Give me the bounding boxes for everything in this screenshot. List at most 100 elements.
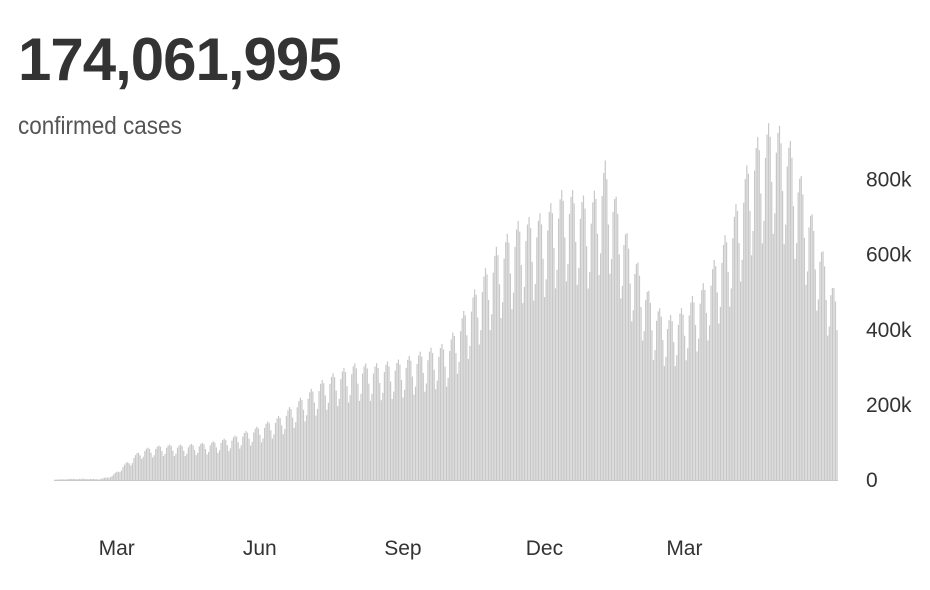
daily-bar: [58, 479, 60, 481]
daily-bar: [130, 465, 132, 480]
daily-bar: [464, 315, 466, 480]
daily-bar: [668, 320, 670, 480]
daily-bar: [562, 200, 564, 480]
daily-bar: [57, 479, 59, 481]
daily-bar: [413, 394, 415, 480]
daily-bar: [344, 372, 347, 480]
daily-bar: [265, 423, 267, 480]
daily-bar: [442, 349, 445, 480]
daily-bar: [136, 453, 138, 480]
daily-bar: [138, 452, 140, 480]
daily-bar: [145, 448, 147, 480]
daily-bar: [369, 400, 371, 480]
daily-bar: [659, 308, 661, 480]
daily-bar: [124, 464, 126, 480]
daily-bar: [254, 428, 256, 480]
daily-bar: [693, 302, 695, 480]
daily-bar: [547, 230, 549, 480]
daily-bar: [355, 368, 357, 480]
daily-bar: [617, 213, 619, 480]
daily-bar: [302, 409, 305, 480]
daily-bar: [819, 261, 821, 480]
daily-bar: [206, 454, 208, 480]
daily-bar: [327, 402, 329, 480]
daily-bar: [88, 479, 90, 480]
daily-bar: [167, 445, 169, 480]
daily-bar: [774, 213, 776, 480]
daily-bar: [360, 393, 362, 480]
daily-bar: [660, 316, 662, 480]
daily-bar: [74, 479, 76, 480]
daily-bar: [131, 463, 133, 480]
confirmed-cases-label: confirmed cases: [18, 112, 182, 140]
daily-bar: [106, 477, 109, 480]
daily-bar: [142, 456, 144, 480]
daily-bar: [260, 442, 263, 480]
daily-bar: [234, 435, 236, 480]
daily-bar: [797, 192, 799, 480]
x-tick-label: Dec: [526, 537, 563, 560]
daily-bar: [638, 275, 641, 480]
daily-bar: [215, 447, 217, 480]
daily-bar: [634, 273, 636, 480]
daily-bar: [262, 438, 264, 480]
daily-bar: [446, 386, 448, 480]
daily-bar: [704, 289, 706, 480]
daily-bar: [746, 165, 748, 480]
x-axis-ticks: Mar Jun Sep Dec Mar: [99, 537, 703, 560]
daily-bar: [186, 453, 188, 480]
daily-bar: [593, 190, 595, 480]
daily-bar: [285, 415, 287, 480]
daily-bar: [264, 427, 266, 480]
daily-bar: [411, 376, 413, 480]
daily-bar: [220, 442, 222, 480]
daily-bar: [576, 284, 578, 480]
daily-bar: [318, 390, 320, 480]
daily-bar: [386, 361, 389, 480]
daily-bar: [148, 448, 151, 480]
daily-bar: [337, 406, 339, 480]
y-tick-label: 400k: [866, 319, 912, 342]
daily-bar: [817, 299, 819, 480]
daily-bar: [200, 443, 202, 480]
daily-bar: [768, 123, 770, 480]
daily-bar: [147, 447, 149, 480]
daily-bar: [657, 311, 659, 480]
daily-bar: [463, 310, 465, 480]
daily-bar: [461, 318, 463, 480]
daily-bar: [366, 368, 368, 480]
daily-bar: [85, 478, 87, 480]
daily-bar: [601, 196, 603, 480]
daily-bar: [567, 264, 569, 480]
daily-bar: [534, 284, 536, 480]
daily-bar: [539, 213, 541, 480]
daily-bar: [380, 400, 382, 480]
daily-bar: [824, 266, 826, 480]
daily-bar: [372, 373, 375, 480]
daily-bar: [757, 137, 759, 480]
daily-bar: [299, 397, 301, 480]
daily-bar: [772, 233, 774, 480]
daily-bar: [194, 449, 196, 480]
daily-bar: [551, 213, 553, 480]
daily-bar: [584, 208, 586, 480]
daily-bar: [666, 328, 669, 480]
daily-bar: [119, 472, 121, 480]
daily-bar: [735, 204, 737, 480]
y-tick-label: 200k: [866, 394, 912, 417]
daily-bar: [358, 400, 361, 480]
daily-bar: [237, 442, 239, 480]
daily-bar: [604, 160, 606, 480]
daily-bar: [820, 252, 823, 480]
daily-bar: [586, 246, 588, 480]
daily-bar: [643, 331, 645, 480]
daily-bar: [134, 455, 137, 480]
daily-bar: [91, 478, 93, 480]
daily-bar: [86, 479, 88, 480]
daily-bar: [425, 383, 427, 480]
daily-bar: [301, 399, 303, 480]
daily-bar: [540, 224, 543, 480]
daily-bar: [159, 446, 161, 480]
daily-bar: [516, 229, 518, 480]
daily-bar: [486, 274, 488, 480]
